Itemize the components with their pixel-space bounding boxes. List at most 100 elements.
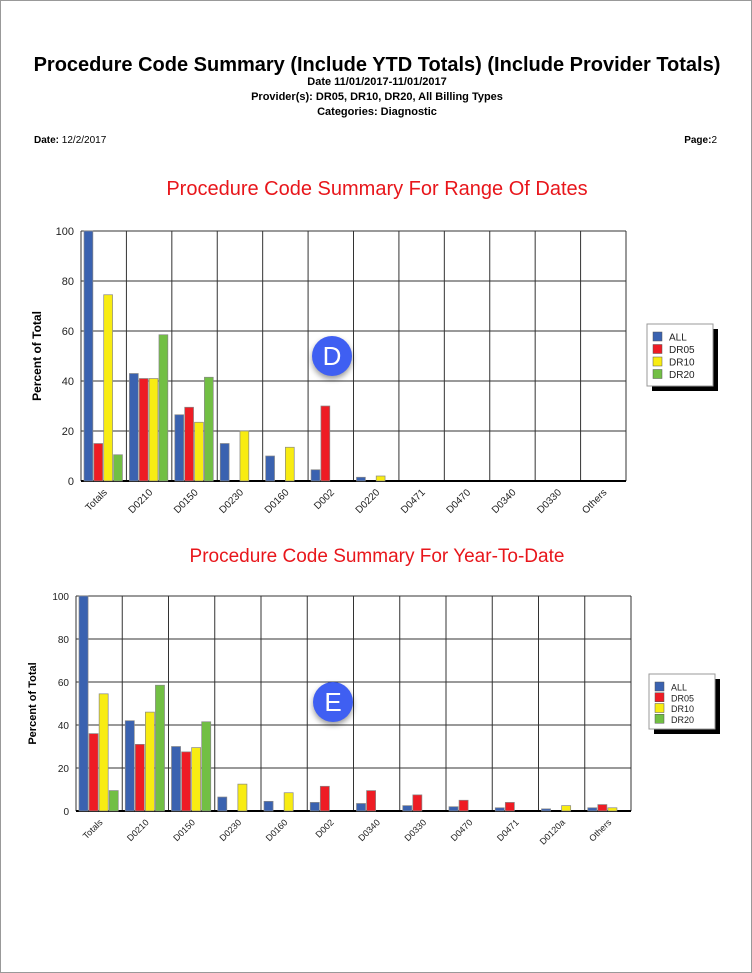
legend-label: DR05 <box>671 693 694 703</box>
bar-dr10-totals <box>98 693 109 812</box>
bar-dr05-d0210 <box>134 743 145 812</box>
bar-dr05-totals <box>88 733 99 812</box>
legend-swatch <box>654 681 665 692</box>
y-axis-label: Percent of Total <box>30 311 44 401</box>
legend-label: DR20 <box>669 370 695 381</box>
x-tick-label: D0340 <box>356 817 382 843</box>
y-tick-label: 40 <box>62 376 74 388</box>
bar-dr20-totals <box>113 454 123 482</box>
bar-all-d0120a <box>541 808 551 812</box>
bar-dr05-d0330 <box>412 794 423 812</box>
legend-swatch <box>652 344 663 354</box>
date-range: Date 11/01/2017-11/01/2017 <box>307 76 447 88</box>
x-tick-label: D0230 <box>217 817 243 843</box>
bar-dr05-d0150 <box>181 751 191 812</box>
x-tick-label: D0150 <box>171 817 197 843</box>
page-label: Page: <box>684 135 712 146</box>
bar-dr05-d0470 <box>458 799 469 812</box>
x-tick-label: D0340 <box>490 487 519 516</box>
bar-dr20-totals <box>108 790 119 812</box>
bar-dr20-d0150 <box>201 721 212 812</box>
y-tick-label: 100 <box>56 226 74 238</box>
bar-dr10-d0230 <box>239 430 250 482</box>
bar-dr10-d0230 <box>237 783 248 812</box>
x-tick-label: D0160 <box>263 487 292 516</box>
bar-all-d0150 <box>174 414 185 482</box>
x-tick-label: D002 <box>314 817 336 839</box>
bar-all-others <box>587 807 598 812</box>
x-tick-label: D0220 <box>354 487 383 516</box>
bar-dr10-d0210 <box>145 711 155 812</box>
bar-dr20-d0210 <box>155 684 165 812</box>
categories: Categories: Diagnostic <box>317 106 437 118</box>
x-tick-label: D0471 <box>399 487 428 516</box>
bar-dr10-totals <box>103 294 113 482</box>
y-tick-label: 40 <box>58 721 70 732</box>
y-axis-label: Percent of Total <box>27 662 39 744</box>
bar-all-d002 <box>309 802 320 812</box>
legend-swatch <box>654 692 665 702</box>
print-date: Date: 12/2/2017 <box>34 135 106 146</box>
bar-dr05-d0340 <box>366 790 376 812</box>
chart1-title: Procedure Code Summary For Range Of Date… <box>166 178 588 200</box>
x-tick-label: Totals <box>81 817 105 841</box>
bar-all-d0210 <box>129 373 139 482</box>
x-tick-label: D0120a <box>538 817 567 846</box>
bar-all-d0330 <box>402 805 413 812</box>
chart2-title: Procedure Code Summary For Year-To-Date <box>189 546 565 567</box>
y-tick-label: 60 <box>58 678 70 689</box>
bar-dr05-d002 <box>320 405 331 482</box>
legend-swatch <box>652 356 663 367</box>
x-tick-label: D0471 <box>495 817 521 843</box>
bar-dr10-d0150 <box>194 421 204 482</box>
legend-label: DR20 <box>671 715 694 725</box>
date-label: Date: <box>34 135 60 146</box>
legend-swatch <box>652 331 663 342</box>
legend-swatch <box>654 714 665 724</box>
bar-all-d0210 <box>124 720 135 812</box>
bar-dr10-d0120a <box>561 805 572 812</box>
x-tick-label: Others <box>580 487 609 516</box>
marker-e: E <box>313 682 353 722</box>
legend-label: DR05 <box>669 345 695 356</box>
y-tick-label: 0 <box>63 807 69 818</box>
report-title: Procedure Code Summary (Include YTD Tota… <box>33 54 721 76</box>
legend-swatch <box>652 369 663 379</box>
bar-all-d0220 <box>356 476 366 482</box>
x-tick-label: D0210 <box>127 487 156 516</box>
legend-label: ALL <box>669 333 687 344</box>
bar-dr10-d0220 <box>375 475 386 482</box>
legend-label: DR10 <box>671 704 694 714</box>
legend-swatch <box>654 703 665 713</box>
x-tick-label: D0160 <box>264 817 290 843</box>
legend-label: ALL <box>671 683 687 693</box>
bar-dr05-totals <box>93 443 104 482</box>
bar-all-d0160 <box>265 455 275 482</box>
bar-dr05-d0471 <box>504 802 515 812</box>
bar-dr20-d0210 <box>158 334 169 482</box>
bar-dr10-d0160 <box>285 446 295 482</box>
x-tick-label: D0470 <box>449 817 475 843</box>
date-value: 12/2/2017 <box>61 135 107 146</box>
x-tick-label: D0330 <box>535 487 564 516</box>
bar-dr10-d0150 <box>191 747 202 812</box>
y-tick-label: 20 <box>62 426 74 438</box>
bar-dr05-d0150 <box>184 406 194 482</box>
x-tick-label: D0210 <box>125 817 151 843</box>
x-tick-label: D002 <box>312 487 337 512</box>
y-tick-label: 0 <box>68 476 74 488</box>
bar-dr05-d002 <box>319 785 330 812</box>
bar-dr10-others <box>607 807 618 812</box>
bar-dr10-d0160 <box>283 792 294 812</box>
bar-dr05-d0210 <box>138 378 149 482</box>
legend-label: DR10 <box>669 358 695 369</box>
y-tick-label: 80 <box>62 276 74 288</box>
bar-all-d0230 <box>217 796 228 812</box>
bar-dr20-d0150 <box>204 376 214 482</box>
providers: Provider(s): DR05, DR10, DR20, All Billi… <box>251 91 503 103</box>
bar-all-d0150 <box>171 746 181 812</box>
bar-all-totals <box>78 595 89 812</box>
y-tick-label: 60 <box>62 326 74 338</box>
